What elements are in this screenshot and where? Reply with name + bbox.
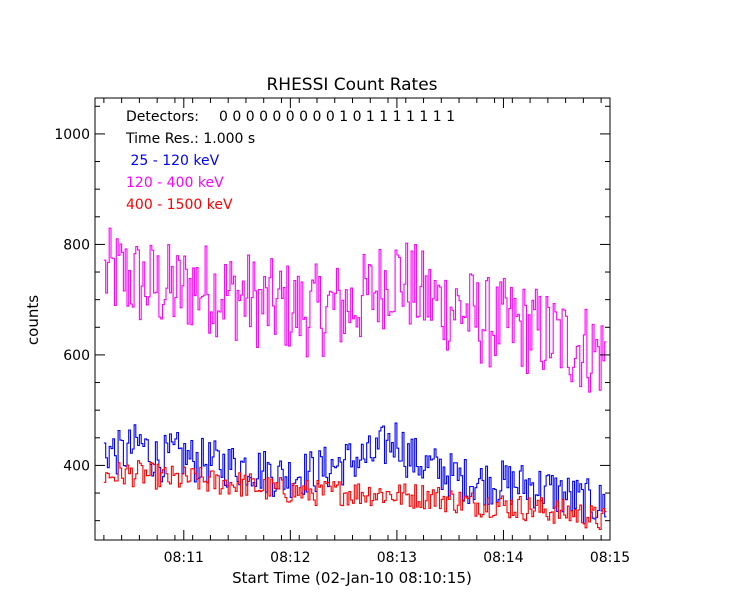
x-tick-label: 08:15 (590, 550, 630, 566)
legend-entry-120-400: 120 - 400 keV (126, 175, 224, 191)
y-tick-label: 800 (63, 237, 90, 253)
x-axis-label: Start Time (02-Jan-10 08:10:15) (232, 569, 472, 587)
y-tick-label: 1000 (54, 127, 90, 143)
y-axis-label: counts (24, 295, 42, 345)
x-tick-label: 08:13 (377, 550, 417, 566)
detectors-value: 0 0 0 0 0 0 0 0 0 1 0 1 1 1 1 1 1 1 (219, 109, 455, 125)
x-tick-label: 08:14 (483, 550, 523, 566)
series-line-2 (103, 460, 607, 530)
series-line-1 (103, 227, 607, 393)
legend-entry-400-1500: 400 - 1500 keV (126, 197, 233, 213)
y-tick-label: 600 (63, 348, 90, 364)
chart-title: RHESSI Count Rates (266, 75, 437, 95)
legend-entry-25-120: 25 - 120 keV (126, 153, 220, 169)
x-tick-label: 08:12 (270, 550, 310, 566)
y-tick-label: 400 (63, 458, 90, 474)
axis-layer: 08:11 08:12 08:13 08:14 08:15 400 600 800 1000 (54, 97, 630, 566)
detectors-label: Detectors: (126, 109, 199, 125)
series-layer (103, 227, 607, 530)
x-tick-label: 08:11 (164, 550, 204, 566)
series-line-0 (103, 422, 607, 525)
time-resolution: Time Res.: 1.000 s (125, 131, 255, 147)
